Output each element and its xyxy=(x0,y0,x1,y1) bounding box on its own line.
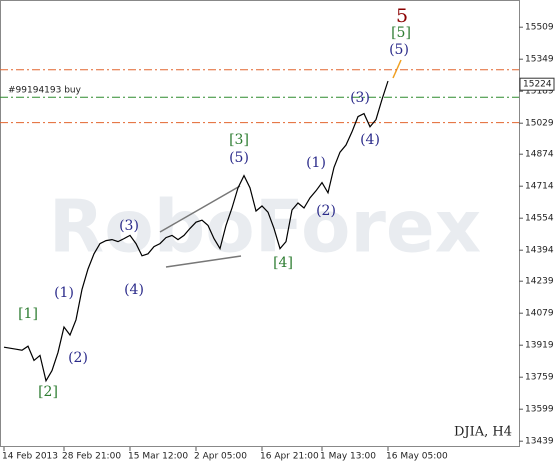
wave-label: (1) xyxy=(306,155,326,171)
wave-label: (2) xyxy=(68,350,88,366)
y-tick-label: 14554 xyxy=(525,214,554,224)
wave-label: (4) xyxy=(124,282,144,298)
wave-label: (4) xyxy=(360,132,380,148)
y-tick-label: 14239 xyxy=(525,277,554,287)
last-price-box xyxy=(519,77,555,91)
y-tick-label: 14714 xyxy=(525,182,554,192)
wave-label: (2) xyxy=(316,203,336,219)
y-tick-label: 14874 xyxy=(525,150,554,160)
y-tick-label: 13599 xyxy=(525,405,554,415)
wave-label: [1] xyxy=(18,306,38,322)
wave-label: [3] xyxy=(229,132,249,148)
y-tick-label: 15189 xyxy=(525,87,554,97)
wave-label: [5] xyxy=(391,25,411,41)
x-tick-label: 16 May 05:00 xyxy=(386,452,448,462)
y-tick-label: 15509 xyxy=(525,23,554,33)
y-tick-label: 14394 xyxy=(525,246,554,256)
plot-frame xyxy=(0,0,520,447)
wave-label: [2] xyxy=(38,384,58,400)
y-tick-label: 13439 xyxy=(525,437,554,447)
y-tick-label: 14079 xyxy=(525,309,554,319)
wave-label: (5) xyxy=(389,42,409,58)
x-tick-label: 2 Apr 05:00 xyxy=(194,452,247,462)
wave-projection xyxy=(392,59,402,79)
order-label: #99194193 buy xyxy=(8,86,82,96)
price-line xyxy=(3,80,389,383)
x-tick-label: 28 Feb 21:00 xyxy=(62,452,121,462)
y-tick-label: 13759 xyxy=(525,373,554,383)
trend-line xyxy=(165,255,242,268)
x-tick-label: 16 Apr 21:00 xyxy=(260,452,319,462)
y-tick-label: 15349 xyxy=(525,55,554,65)
last-price: 15224 xyxy=(523,80,552,90)
wave-label: [4] xyxy=(273,255,293,271)
wave-label: (3) xyxy=(350,90,370,106)
y-tick-label: 13919 xyxy=(525,341,554,351)
x-tick-label: 15 Mar 12:00 xyxy=(128,452,188,462)
wave-label: 5 xyxy=(396,5,408,27)
watermark: RoboForex xyxy=(49,185,481,269)
y-tick-label: 15029 xyxy=(525,119,554,129)
instrument-label: DJIA, H4 xyxy=(454,425,512,440)
wave-label: (1) xyxy=(54,285,74,301)
wave-label: (3) xyxy=(119,218,139,234)
x-tick-label: 14 Feb 2013 xyxy=(2,452,58,462)
trend-line xyxy=(159,185,241,233)
x-tick-label: 1 May 13:00 xyxy=(320,452,376,462)
wave-label: (5) xyxy=(229,150,249,166)
